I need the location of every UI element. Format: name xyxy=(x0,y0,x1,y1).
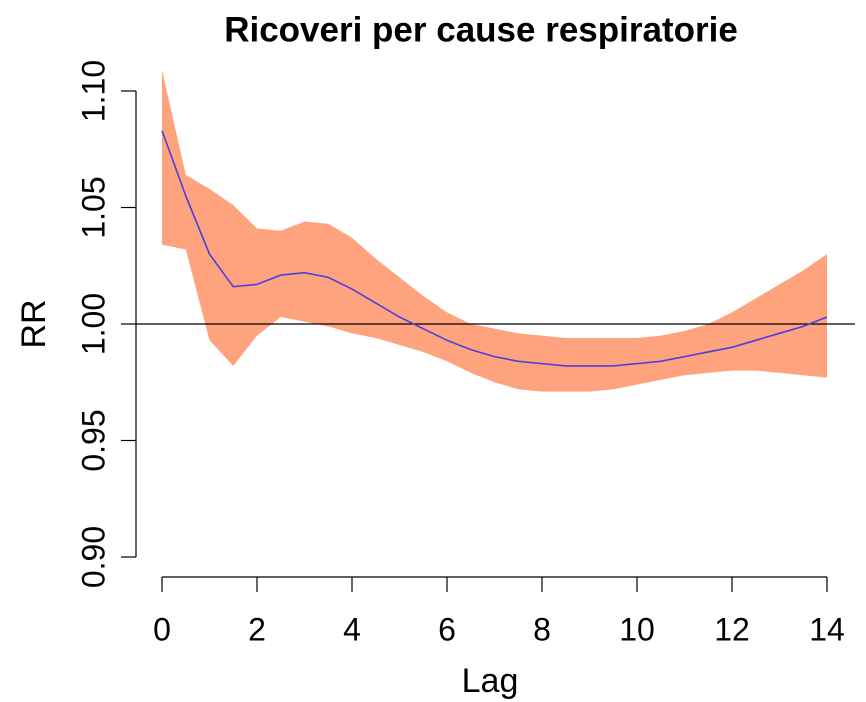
x-axis-label: Lag xyxy=(462,662,519,700)
x-tick-label: 6 xyxy=(438,611,456,647)
x-tick-label: 2 xyxy=(248,611,266,647)
y-tick-label: 1.05 xyxy=(75,176,111,238)
rr-line xyxy=(161,130,828,367)
y-tick-label: 0.95 xyxy=(75,409,111,471)
x-tick-label: 0 xyxy=(153,611,171,647)
x-tick-label: 14 xyxy=(809,611,845,647)
x-tick-label: 8 xyxy=(533,611,551,647)
x-tick-label: 12 xyxy=(714,611,750,647)
y-axis-label: RR xyxy=(15,299,53,348)
x-tick-label: 4 xyxy=(343,611,361,647)
x-tick-label: 10 xyxy=(619,611,655,647)
y-tick-label: 1.10 xyxy=(75,60,111,122)
y-tick-label: 1.00 xyxy=(75,293,111,355)
chart-title: Ricoveri per cause respiratorie xyxy=(224,10,738,49)
y-tick-label: 0.90 xyxy=(75,526,111,588)
confidence-band xyxy=(162,70,827,392)
